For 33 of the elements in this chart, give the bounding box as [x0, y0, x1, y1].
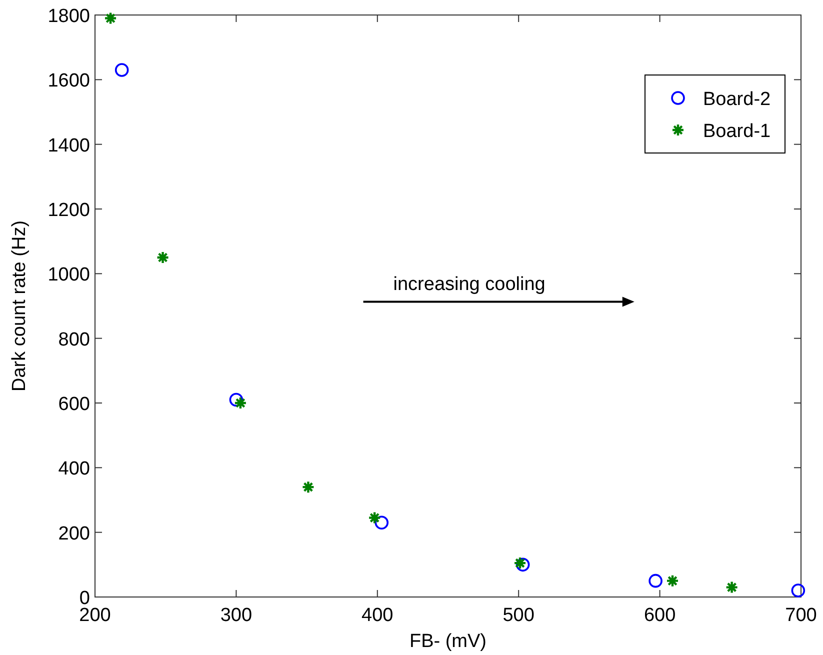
x-tick-label: 300: [220, 605, 252, 626]
y-tick-label: 1000: [48, 264, 90, 286]
point: [234, 396, 248, 410]
point: [791, 584, 806, 598]
point: [516, 558, 530, 572]
y-tick-label: 1400: [48, 135, 90, 156]
point: [114, 63, 129, 77]
x-tick-label: 700: [785, 605, 817, 626]
y-tick-label: 800: [58, 329, 90, 350]
x-tick-label: 500: [502, 605, 534, 626]
y-tick-label: 200: [58, 523, 90, 544]
point: [156, 250, 170, 264]
y-tick-label: 1800: [48, 6, 90, 27]
x-tick-label: 400: [362, 605, 394, 626]
y-tick-label: 1600: [48, 70, 90, 92]
point: [302, 480, 315, 494]
point: [374, 516, 389, 530]
point: [648, 574, 662, 588]
annotation: increasing cooling: [393, 274, 546, 295]
point: [666, 574, 680, 588]
y-tick-label: 600: [58, 394, 90, 415]
legend-label: Board-1: [703, 121, 771, 142]
point: [368, 511, 382, 524]
y-axis-title: Dark count rate (Hz): [9, 220, 30, 392]
point: [229, 392, 244, 407]
point: [725, 580, 738, 594]
x-axis-title: FB- (mV): [409, 631, 487, 652]
legend-label: Board-2: [703, 89, 771, 110]
x-tick-label: 600: [644, 605, 676, 626]
point: [513, 556, 527, 570]
y-tick-label: 1200: [48, 200, 90, 221]
y-tick-label: 400: [58, 458, 90, 480]
point: [104, 12, 118, 25]
